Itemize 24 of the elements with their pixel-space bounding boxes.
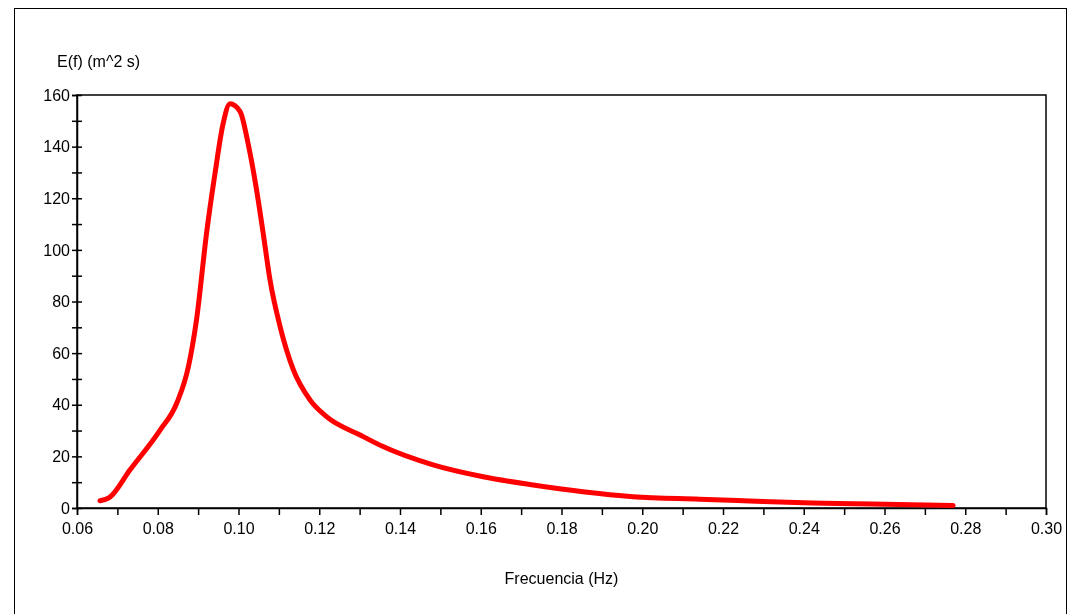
x-tick-label: 0.12 <box>304 520 336 538</box>
y-tick-label: 120 <box>43 189 71 207</box>
x-tick-label: 0.30 <box>1030 520 1063 538</box>
x-tick-label: 0.16 <box>465 520 497 538</box>
x-axis-title: Frecuencia (Hz) <box>504 570 619 587</box>
y-tick-label: 40 <box>52 396 71 414</box>
y-tick-label: 100 <box>43 241 71 259</box>
y-axis-title: E(f) (m^2 s) <box>57 53 141 70</box>
x-tick-label: 0.24 <box>788 520 820 538</box>
x-tick-label: 0.20 <box>627 520 659 538</box>
y-tick-label: 0 <box>61 499 71 517</box>
y-tick-label: 80 <box>52 293 71 311</box>
y-tick-label: 60 <box>52 344 71 362</box>
x-tick-label: 0.10 <box>223 520 255 538</box>
x-tick-label: 0.26 <box>869 520 901 538</box>
x-tick-label: 0.18 <box>546 520 578 538</box>
x-tick-label: 0.28 <box>950 520 982 538</box>
y-tick-label: 20 <box>52 447 71 465</box>
x-tick-label: 0.08 <box>142 520 174 538</box>
y-tick-label: 140 <box>43 138 71 156</box>
x-tick-label: 0.14 <box>384 520 417 538</box>
x-tick-label: 0.22 <box>707 520 740 538</box>
x-tick-label: 0.06 <box>61 520 94 538</box>
y-tick-label: 160 <box>43 86 71 104</box>
